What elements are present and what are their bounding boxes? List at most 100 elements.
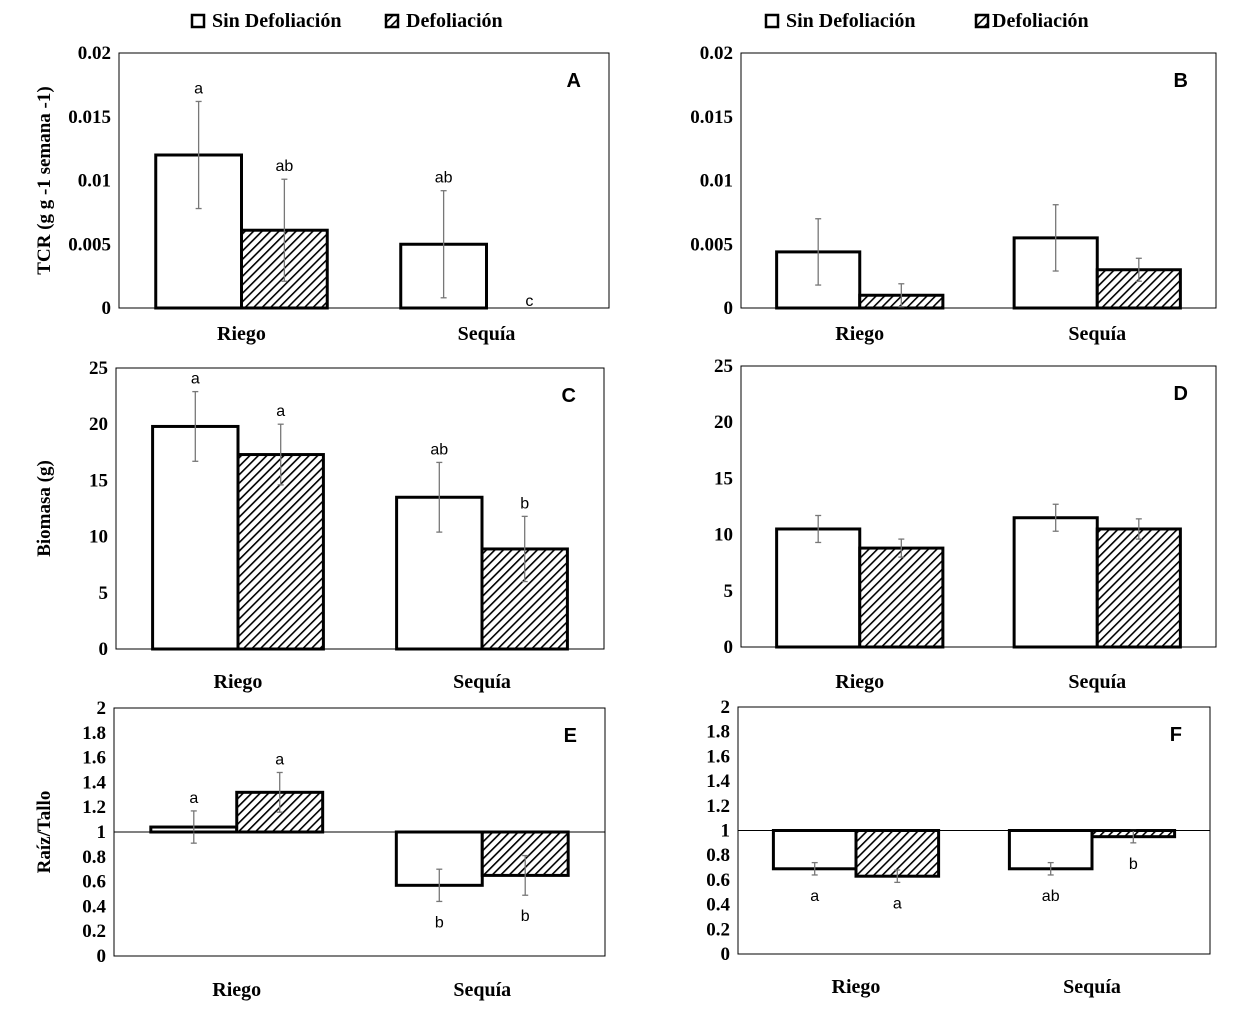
y-tick-label: 10 [714,525,733,546]
y-tick-label: 0.2 [706,919,730,940]
y-tick-label: 0 [99,639,109,660]
y-tick-label: 0.6 [706,870,730,891]
x-category-label: Riego [214,671,263,693]
y-tick-label: 20 [714,412,733,433]
panel-d: 0 5 10 15 20 25 D Riego Sequía [714,356,1217,693]
y-tick-label: 1 [97,822,107,843]
legend-label-sin-defoliacion: Sin Defoliación [786,10,915,32]
significance-letter: ab [275,158,293,175]
bar-sin-defoliacion [151,424,240,651]
y-axis-label: Biomasa (g) [34,460,55,557]
x-category-label: Sequía [458,323,516,345]
y-tick-label: 10 [89,527,108,548]
y-tick-label: 0.015 [68,107,111,128]
panel-letter: A [567,70,581,92]
panel-letter: B [1174,70,1188,92]
y-tick-label: 15 [714,468,733,489]
bar-defoliacion [1095,527,1182,649]
legend-swatch-defoliacion [974,13,990,29]
y-tick-label: 0.01 [78,171,111,192]
legend-right: Sin Defoliación Defoliación [764,10,1089,32]
y-tick-label: 5 [724,581,734,602]
y-axis-label: Raíz/Tallo [34,791,55,874]
y-tick-label: 0.01 [700,171,733,192]
legend-label-defoliacion: Defoliación [992,10,1089,32]
y-tick-label: 0.8 [82,847,106,868]
y-tick-label: 1.2 [82,797,106,818]
panel-letter: F [1170,724,1182,746]
panel-letter: D [1174,383,1188,405]
significance-letter: b [435,914,444,931]
y-tick-label: 1 [721,821,731,842]
legend-label-defoliacion: Defoliación [406,10,503,32]
y-tick-label: 15 [89,470,108,491]
legend-swatch-sin-defoliacion [764,13,780,29]
y-tick-label: 1.8 [706,722,730,743]
y-tick-label: 0.8 [706,845,730,866]
significance-letter: ab [435,170,453,187]
y-tick-label: 0 [102,298,112,319]
x-category-label: Riego [212,979,261,1001]
y-tick-label: 0.4 [706,895,730,916]
y-tick-label: 5 [99,583,109,604]
panel-c: 0 5 10 15 20 25 Biomasa (g) C Riego a a Sequía ab b [34,358,605,693]
x-category-label: Riego [835,671,884,693]
panel-letter: C [562,385,576,407]
legend-swatch-sin-defoliacion [190,13,206,29]
y-tick-label: 2 [721,697,731,718]
y-tick-label: 25 [89,358,108,379]
y-tick-label: 0.005 [690,234,733,255]
x-category-label: Sequía [1068,671,1126,693]
y-tick-label: 1.4 [706,771,730,792]
y-tick-label: 0 [724,637,734,658]
bar-defoliacion [236,453,325,651]
panel-b: 0 0.005 0.01 0.015 0.02 B Riego Sequía [690,43,1217,345]
panel-f: 0 0.2 0.4 0.6 0.8 1 1.2 1.4 1.6 1.8 2 F Riego a a Sequí… [706,697,1211,998]
y-tick-label: 1.2 [706,796,730,817]
significance-letter: a [191,371,200,388]
y-tick-label: 0 [724,298,734,319]
legend-left: Sin Defoliación Defoliación [190,10,503,32]
significance-letter: c [525,293,533,310]
y-tick-label: 1.8 [82,723,106,744]
significance-letter: a [276,403,285,420]
x-category-label: Sequía [1063,976,1121,998]
bar-defoliacion [858,546,945,649]
y-tick-label: 1.6 [706,746,730,767]
y-tick-label: 2 [97,698,107,719]
y-tick-label: 0 [721,944,731,965]
y-tick-label: 25 [714,356,733,377]
y-tick-label: 0.2 [82,921,106,942]
x-category-label: Sequía [1068,323,1126,345]
panel-e: 0 0.2 0.4 0.6 0.8 1 1.2 1.4 1.6 1.8 2 Raíz/Tallo E Ri… [34,698,606,1001]
panel-a: 0 0.005 0.01 0.015 0.02 TCR (g g -1 semana -1… [34,43,610,345]
x-category-label: Sequía [453,979,511,1001]
significance-letter: b [520,495,529,512]
y-axis-label: TCR (g g -1 semana -1) [34,86,55,274]
x-category-label: Riego [832,976,881,998]
significance-letter: a [893,895,902,912]
y-tick-label: 0.005 [68,234,111,255]
significance-letter: ab [430,441,448,458]
bar-sin-defoliacion [775,527,862,649]
y-tick-label: 0.02 [700,43,733,64]
significance-letter: b [1129,856,1138,873]
legend-swatch-defoliacion [384,13,400,29]
y-tick-label: 1.6 [82,748,106,769]
x-category-label: Sequía [453,671,511,693]
y-tick-label: 0.6 [82,872,106,893]
significance-letter: ab [1042,888,1060,905]
y-tick-label: 1.4 [82,772,106,793]
y-tick-label: 0.4 [82,896,106,917]
x-category-label: Riego [835,323,884,345]
panel-letter: E [564,725,577,747]
significance-letter: b [521,908,530,925]
x-category-label: Riego [217,323,266,345]
y-tick-label: 0.015 [690,107,733,128]
significance-letter: a [189,790,198,807]
y-tick-label: 0.02 [78,43,111,64]
significance-letter: a [275,751,284,768]
significance-letter: a [194,80,203,97]
significance-letter: a [810,888,819,905]
